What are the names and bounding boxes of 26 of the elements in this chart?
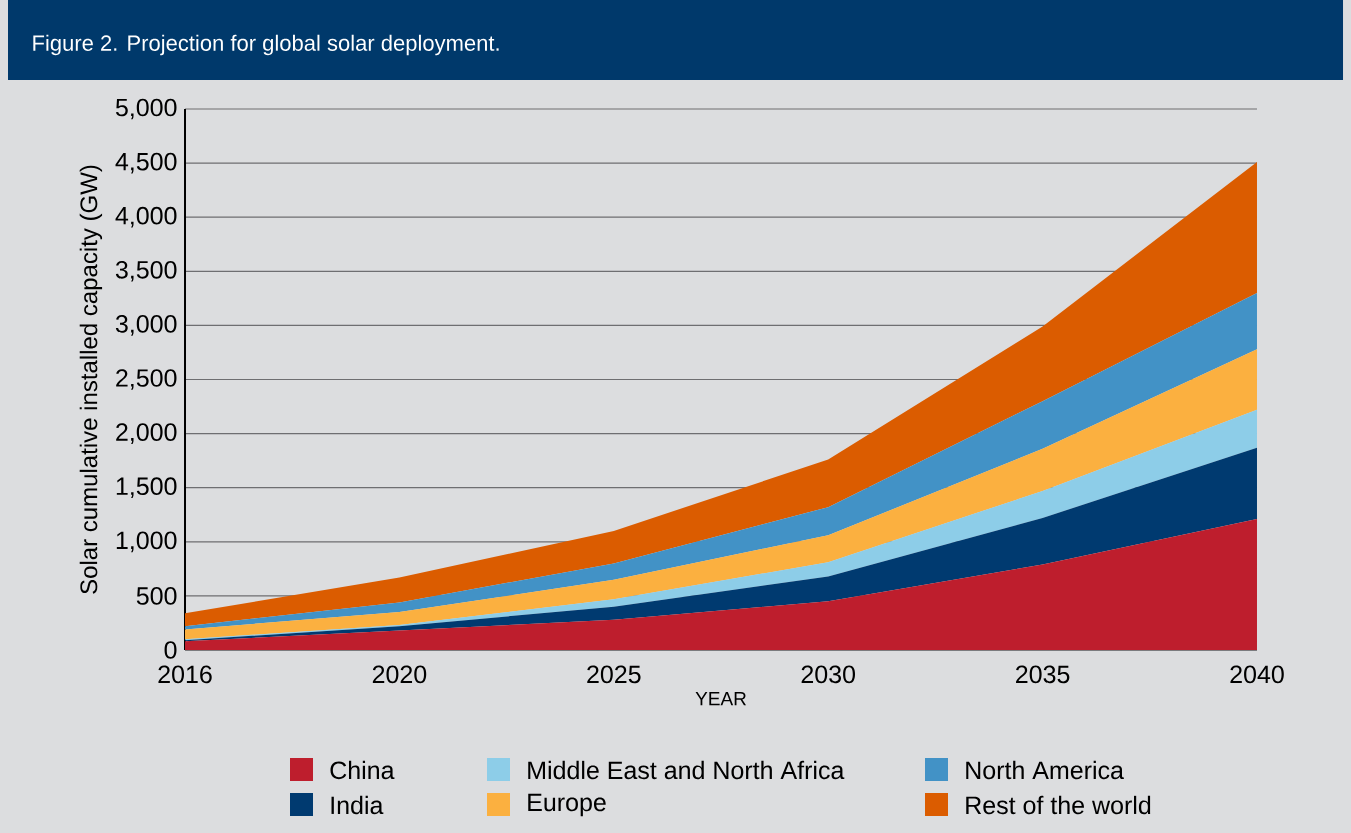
y-axis-title: Solar cumulative installed capacity (GW): [79, 165, 103, 594]
legend-label: Rest of the world: [966, 795, 1151, 815]
x-axis-title: YEAR: [695, 692, 746, 706]
x-tick-label: 2035: [1016, 665, 1070, 684]
x-tick-label: 2016: [158, 665, 212, 684]
legend-label: Middle East and North Africa: [528, 760, 845, 780]
y-tick-label: 4,000: [115, 206, 177, 228]
x-tick-label: 2020: [372, 665, 427, 684]
y-tick-label: 3,000: [115, 315, 177, 336]
x-tick-label: 2030: [801, 665, 856, 684]
legend-label: India: [331, 795, 384, 815]
y-tick-label: 3,500: [115, 260, 177, 282]
chart-title: Figure 2. Projection for global solar deployment.: [33, 34, 499, 56]
x-tick-label: 2040: [1230, 665, 1284, 684]
legend-label: Europe: [528, 793, 606, 817]
y-tick-label: 2,000: [116, 423, 177, 444]
y-tick-label: 0: [164, 641, 177, 659]
y-tick-label: 1,000: [116, 531, 177, 553]
legend-label: China: [330, 760, 395, 780]
y-tick-label: 1,500: [116, 477, 177, 499]
y-tick-label: 500: [136, 587, 177, 605]
y-tick-label: 4,500: [115, 152, 177, 174]
y-tick-label: 5,000: [115, 98, 177, 120]
y-tick-label: 2,500: [116, 369, 177, 390]
legend-label: North America: [966, 760, 1124, 780]
x-tick-label: 2025: [587, 665, 641, 684]
